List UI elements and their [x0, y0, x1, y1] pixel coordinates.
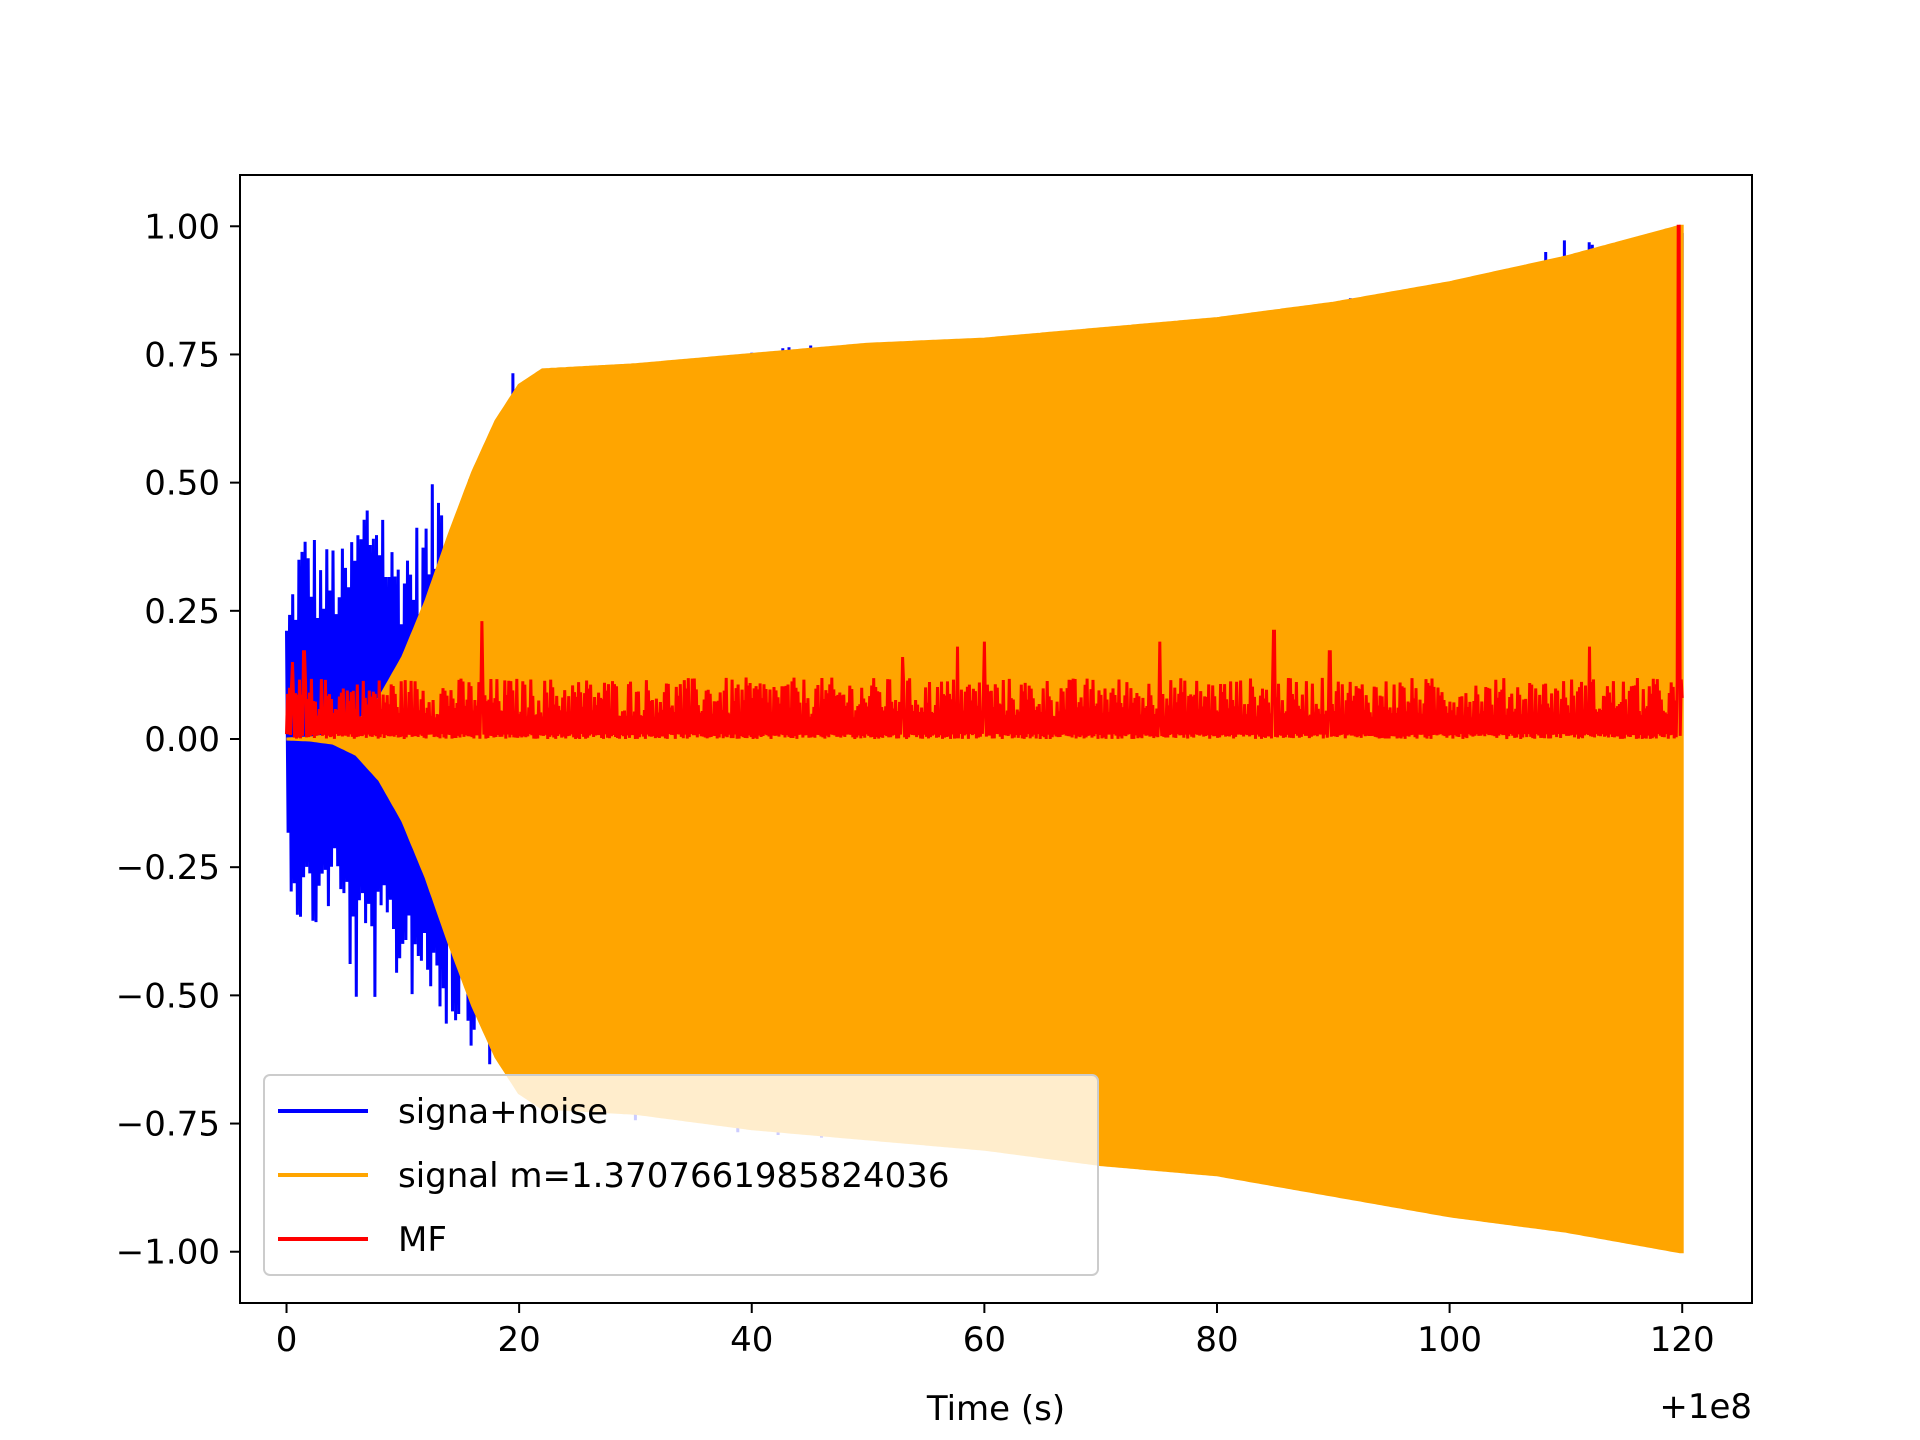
y-tick-label: 0.75: [144, 335, 220, 375]
y-tick-label: −0.75: [116, 1105, 220, 1145]
x-axis: 0 20 40 60 80 100 120: [276, 1303, 1715, 1360]
legend-label: signa+noise: [398, 1092, 608, 1132]
y-tick-label: 0.50: [144, 464, 220, 504]
x-tick-label: 100: [1417, 1320, 1482, 1360]
series-mf: [285, 224, 1684, 740]
y-tick-label: −0.50: [116, 976, 220, 1016]
y-axis: 1.00 0.75 0.50 0.25 0.00 −0.25 −0.50 −0.75 −1.00: [116, 207, 240, 1273]
x-tick-label: 40: [730, 1320, 773, 1360]
y-tick-label: −1.00: [116, 1233, 220, 1273]
x-tick-label: 120: [1650, 1320, 1715, 1360]
x-offset-text: +1e8: [1659, 1387, 1752, 1427]
y-tick-label: 1.00: [144, 207, 220, 247]
y-tick-label: 0.25: [144, 592, 220, 632]
x-tick-label: 20: [498, 1320, 541, 1360]
y-tick-label: 0.00: [144, 720, 220, 760]
x-tick-label: 60: [963, 1320, 1006, 1360]
series-layer: [285, 224, 1684, 1254]
x-tick-label: 0: [276, 1320, 298, 1360]
legend-box: [263, 1074, 1099, 1276]
y-tick-label: −0.25: [116, 848, 220, 888]
x-tick-label: 80: [1195, 1320, 1238, 1360]
legend-label: MF: [398, 1220, 447, 1260]
x-axis-label: Time (s): [926, 1389, 1065, 1429]
legend-label: signal m=1.3707661985824036: [398, 1156, 950, 1196]
legend: signa+noise signal m=1.3707661985824036 MF: [263, 1074, 1099, 1276]
